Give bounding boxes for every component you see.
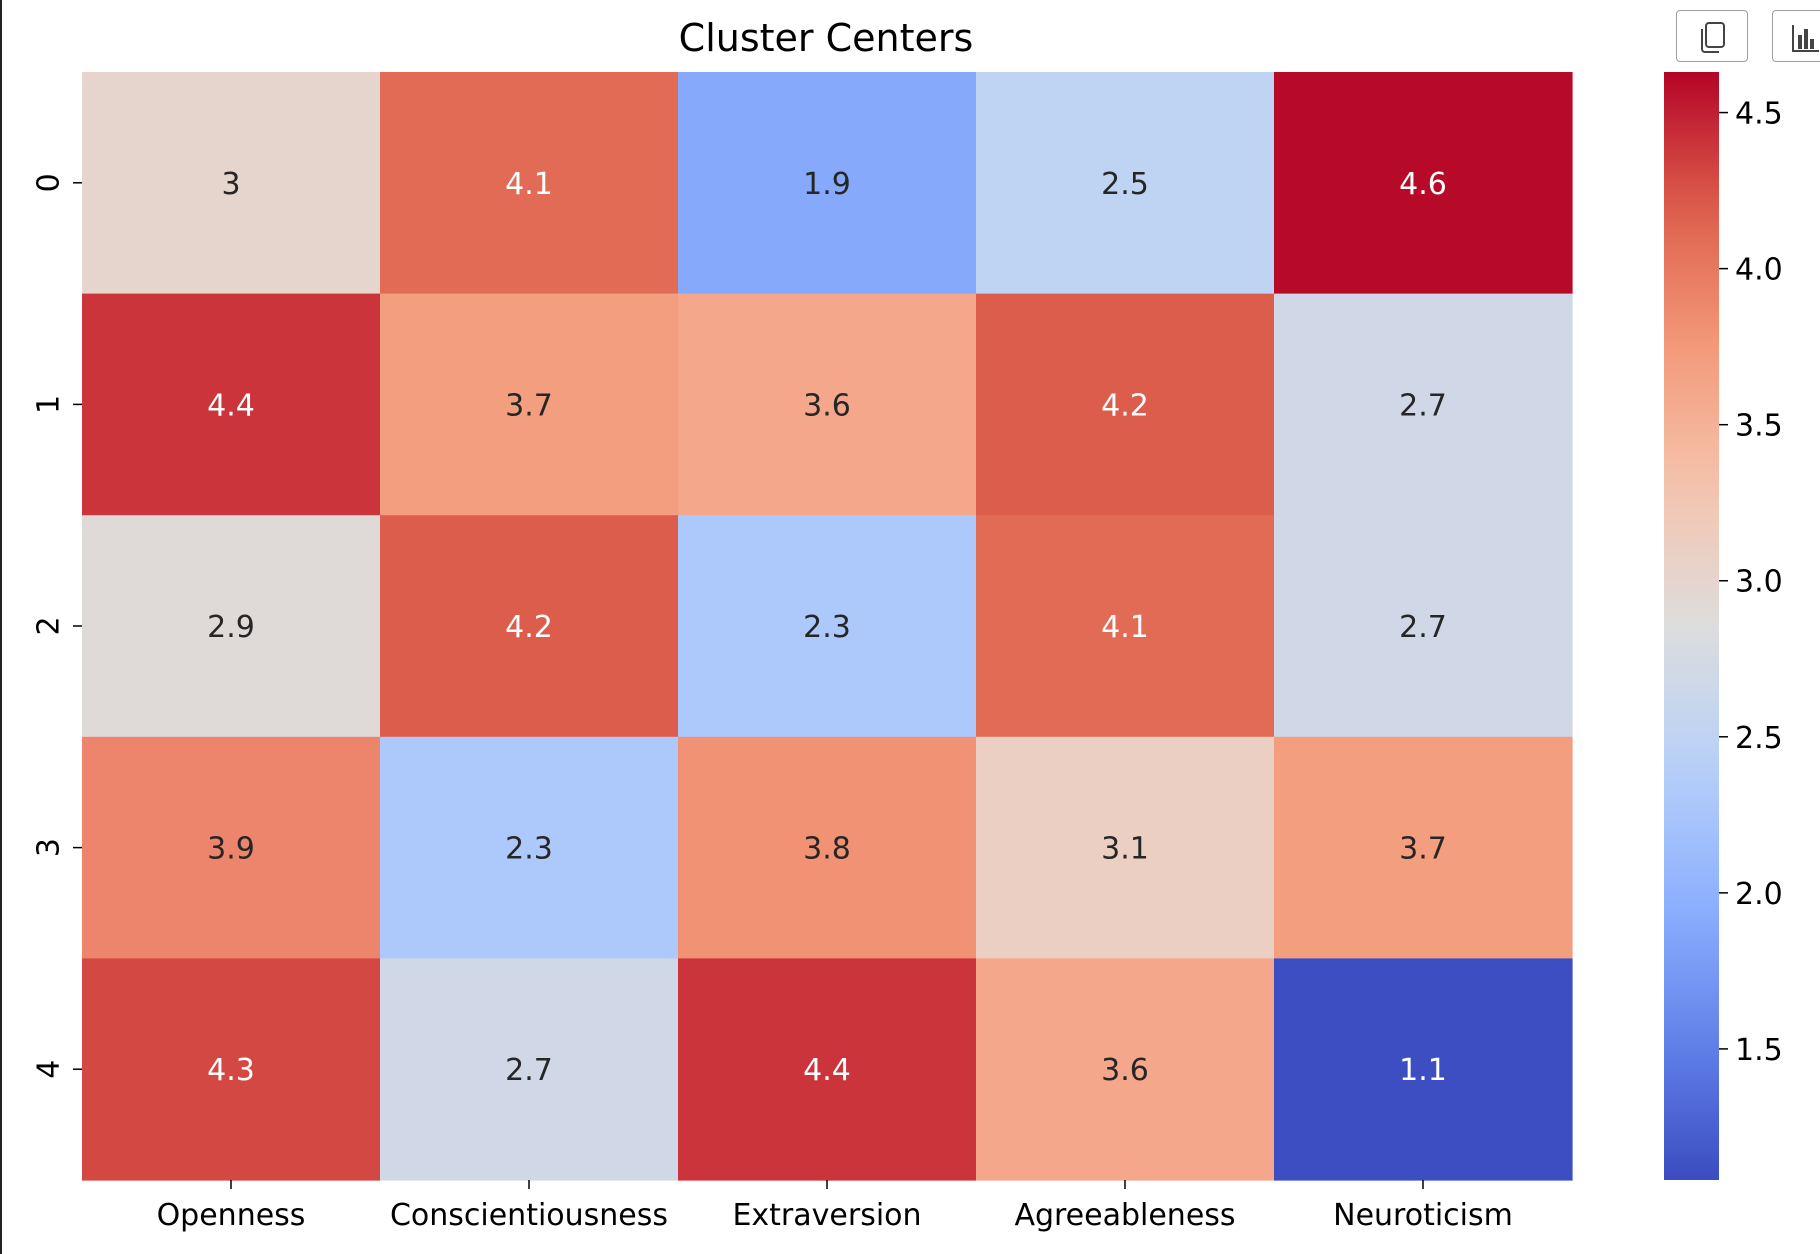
- heatmap-cell: [380, 515, 679, 738]
- x-tick-label: Extraversion: [732, 1198, 921, 1233]
- heatmap-cell: [976, 515, 1275, 738]
- cell-value-label: 3.9: [207, 832, 255, 867]
- cell-value-label: 1.1: [1399, 1053, 1447, 1088]
- chart-view-button[interactable]: [1772, 10, 1820, 62]
- cell-value-label: 4.1: [1101, 610, 1149, 645]
- colorbar-tick-label: 4.5: [1735, 97, 1783, 132]
- heatmap-cell: [678, 736, 977, 959]
- colorbar-gradient: [1664, 72, 1719, 1180]
- cell-value-label: 4.1: [505, 167, 553, 202]
- heatmap-cell: [678, 515, 977, 738]
- y-tick-label: 3: [32, 838, 67, 857]
- x-tick-label: Neuroticism: [1333, 1198, 1513, 1233]
- heatmap-cell: [380, 736, 679, 959]
- x-tick-label: Conscientiousness: [390, 1198, 668, 1233]
- cell-value-label: 4.4: [803, 1053, 851, 1088]
- chart-title: Cluster Centers: [679, 16, 974, 60]
- colorbar-tick-label: 2.5: [1735, 721, 1783, 756]
- heatmap-cells: 3 4.1 1.9 2.5 4.6 4.4 3.7 3.6 4.2 2.7 2.9 4.2 2.3 4.1…: [82, 72, 1573, 1181]
- heatmap-cell: [380, 958, 679, 1181]
- cell-value-label: 2.3: [803, 610, 851, 645]
- cell-value-label: 2.7: [1399, 388, 1447, 423]
- cell-value-label: 4.4: [207, 388, 255, 423]
- heatmap-cell: [82, 72, 381, 295]
- heatmap-cell: [976, 736, 1275, 959]
- copy-icon: [1701, 22, 1725, 53]
- heatmap-cell: [1274, 958, 1573, 1181]
- colorbar-tick-label: 4.0: [1735, 253, 1783, 288]
- heatmap-cell: [82, 736, 381, 959]
- colorbar: 1.5 2.0 2.5 3.0 3.5 4.0 4.5: [1664, 72, 1783, 1180]
- cell-value-label: 4.2: [1101, 388, 1149, 423]
- cell-value-label: 3.7: [505, 388, 553, 423]
- y-tick-label: 0: [32, 173, 67, 192]
- heatmap-cell: [1274, 72, 1573, 295]
- x-tick-label: Openness: [157, 1198, 306, 1233]
- heatmap-cell: [976, 958, 1275, 1181]
- heatmap-cell: [976, 72, 1275, 295]
- heatmap-cell: [380, 293, 679, 516]
- heatmap-cell: [82, 958, 381, 1181]
- heatmap-cell: [678, 293, 977, 516]
- cell-value-label: 4.2: [505, 610, 553, 645]
- heatmap-cell: [82, 293, 381, 516]
- colorbar-tick-label: 1.5: [1735, 1033, 1783, 1068]
- heatmap-cell: [82, 515, 381, 738]
- heatmap-cell: [976, 293, 1275, 516]
- cell-value-label: 2.5: [1101, 167, 1149, 202]
- colorbar-tick-label: 2.0: [1735, 877, 1783, 912]
- heatmap-cell: [380, 72, 679, 295]
- y-tick-label: 2: [32, 616, 67, 635]
- y-axis: 0 1 2 3 4: [32, 173, 82, 1079]
- cell-value-label: 2.7: [1399, 610, 1447, 645]
- bar-chart-icon: [1792, 25, 1819, 52]
- y-tick-label: 1: [32, 395, 67, 414]
- x-axis: Openness Conscientiousness Extraversion Agr…: [157, 1180, 1513, 1233]
- copy-button[interactable]: [1676, 10, 1748, 62]
- y-tick-label: 4: [32, 1060, 67, 1079]
- cell-value-label: 3: [221, 167, 240, 202]
- cell-value-label: 1.9: [803, 167, 851, 202]
- cell-value-label: 2.9: [207, 610, 255, 645]
- cell-value-label: 2.7: [505, 1053, 553, 1088]
- colorbar-tick-label: 3.0: [1735, 565, 1783, 600]
- colorbar-tick-label: 3.5: [1735, 409, 1783, 444]
- heatmap-cell: [678, 958, 977, 1181]
- cell-value-label: 4.3: [207, 1053, 255, 1088]
- cell-value-label: 3.8: [803, 832, 851, 867]
- heatmap-cell: [1274, 736, 1573, 959]
- heatmap-cell: [678, 72, 977, 295]
- cell-value-label: 3.1: [1101, 832, 1149, 867]
- cell-value-label: 2.3: [505, 832, 553, 867]
- x-tick-label: Agreeableness: [1014, 1198, 1235, 1233]
- heatmap-cell: [1274, 515, 1573, 738]
- heatmap-cell: [1274, 293, 1573, 516]
- cell-value-label: 3.6: [803, 388, 851, 423]
- cell-value-label: 4.6: [1399, 167, 1447, 202]
- cell-value-label: 3.6: [1101, 1053, 1149, 1088]
- cell-value-label: 3.7: [1399, 832, 1447, 867]
